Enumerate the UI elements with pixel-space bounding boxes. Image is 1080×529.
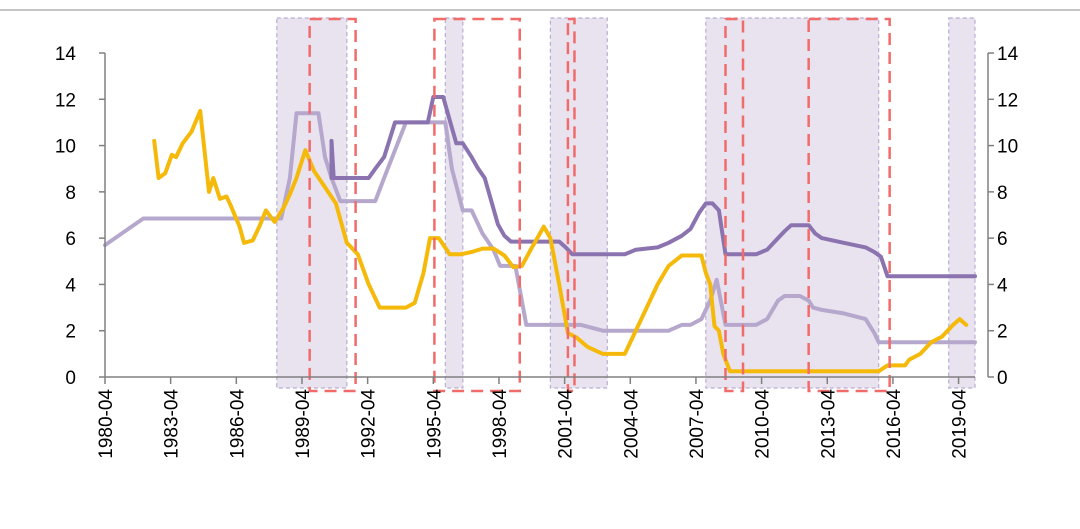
x-tick-label: 2004-04 <box>621 389 642 459</box>
x-tick-label: 2013-04 <box>818 389 839 459</box>
y2-tick-label: 0 <box>997 368 1008 389</box>
series-line-yellow <box>152 108 969 374</box>
dashed-period-1 <box>308 17 357 393</box>
x-tick-label: 1980-04 <box>96 389 117 459</box>
x-tick-label: 2007-04 <box>687 389 708 459</box>
y-tick-label: 12 <box>55 90 76 111</box>
shaded-period-4 <box>705 17 880 389</box>
dashed-period-2 <box>433 17 522 393</box>
y2-tick-label: 14 <box>997 44 1019 65</box>
y2-tick-label: 10 <box>997 137 1018 158</box>
dashed-period-5 <box>807 17 891 393</box>
y-tick-label: 2 <box>65 322 76 343</box>
y2-tick-label: 8 <box>997 183 1008 204</box>
y-tick-label: 6 <box>65 229 76 250</box>
series-lines <box>103 95 977 374</box>
x-tick-label: 1983-04 <box>162 389 183 459</box>
x-tick-label: 2010-04 <box>753 389 774 459</box>
dashed-periods <box>308 17 891 393</box>
x-tick-label: 2019-04 <box>950 389 971 459</box>
y-tick-label: 0 <box>65 368 76 389</box>
x-tick-label: 1995-04 <box>424 389 445 459</box>
dashed-period-4 <box>724 17 745 393</box>
x-tick-label: 1989-04 <box>293 389 314 459</box>
x-axis-labels: 1980-04 1983-04 1986-04 1989-04 1992-04 1995-… <box>96 389 971 459</box>
y-tick-label: 10 <box>55 137 76 158</box>
y-tick-label: 4 <box>65 275 76 296</box>
y2-tick-label: 6 <box>997 229 1008 250</box>
series-line-light-purple <box>103 111 977 345</box>
axes <box>99 52 994 384</box>
y2-axis-labels: 0 2 4 6 8 10 12 14 <box>997 44 1019 389</box>
x-tick-label: 1992-04 <box>359 389 380 459</box>
y-tick-label: 8 <box>65 183 76 204</box>
y2-tick-label: 2 <box>997 322 1008 343</box>
shaded-period-5 <box>948 17 976 389</box>
y-tick-label: 14 <box>55 44 77 65</box>
x-tick-label: 2016-04 <box>884 389 905 459</box>
y2-tick-label: 12 <box>997 90 1018 111</box>
x-tick-label: 2001-04 <box>556 389 577 459</box>
y-axis-labels: 0 2 4 6 8 10 12 14 <box>55 44 77 389</box>
x-tick-label: 1986-04 <box>227 389 248 459</box>
series-line-dark-purple <box>329 95 977 279</box>
dashed-period-3 <box>566 17 576 393</box>
shaded-period-3 <box>549 17 608 389</box>
y2-tick-label: 4 <box>997 275 1008 296</box>
x-tick-label: 1998-04 <box>490 389 511 459</box>
